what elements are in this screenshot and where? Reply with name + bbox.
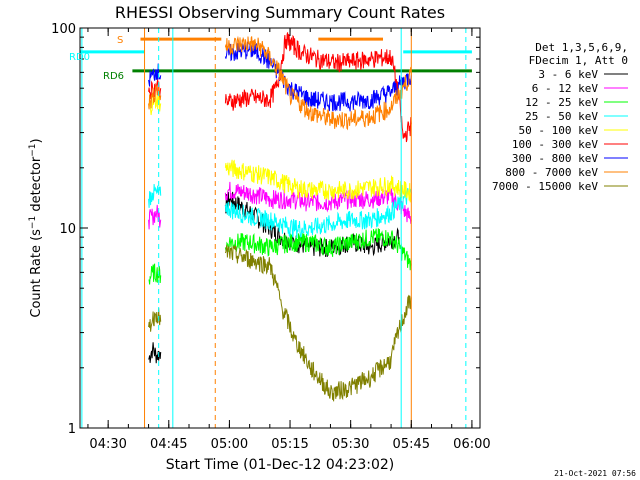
x-tick-label: 04:30 xyxy=(89,437,126,452)
x-tick-label: 04:45 xyxy=(150,437,187,452)
x-axis-label: Start Time (01-Dec-12 04:23:02) xyxy=(166,457,394,473)
series-line xyxy=(224,35,412,131)
legend-entry-label: 100 - 300 keV xyxy=(512,138,598,151)
axis-ticks xyxy=(80,27,480,429)
legend: Det 1,3,5,6,9, FDecim 1, Att 0 3 - 6 keV… xyxy=(492,41,628,193)
y-tick-labels: 1 10 100 xyxy=(51,22,76,437)
flag-labels: S RD0 RD6 xyxy=(69,35,124,82)
flag-label-rd0: RD0 xyxy=(69,52,90,63)
series-line xyxy=(224,228,412,271)
legend-entry-label: 7000 - 15000 keV xyxy=(492,180,598,193)
legend-swatches xyxy=(604,73,628,187)
legend-entry-label: 800 - 7000 keV xyxy=(505,166,598,179)
legend-entry-label: 300 - 800 keV xyxy=(512,152,598,165)
chart-title: RHESSI Observing Summary Count Rates xyxy=(115,3,445,22)
series-line xyxy=(148,342,162,364)
legend-header-line-2: FDecim 1, Att 0 xyxy=(529,54,628,67)
legend-entry-label: 12 - 25 keV xyxy=(525,96,598,109)
y-tick-label: 10 xyxy=(59,222,76,237)
series-line xyxy=(224,187,412,239)
x-tick-labels: 04:30 04:45 05:00 05:15 05:30 05:45 06:0… xyxy=(89,437,490,452)
legend-entry-label: 25 - 50 keV xyxy=(525,110,598,123)
series-line xyxy=(224,159,412,203)
y-tick-label: 1 xyxy=(68,422,76,437)
series-line xyxy=(224,32,412,143)
series-line xyxy=(224,181,412,224)
x-tick-label: 06:00 xyxy=(453,437,490,452)
flag-label-rd6: RD6 xyxy=(103,71,124,82)
legend-entry-label: 50 - 100 keV xyxy=(519,124,599,137)
y-axis-label: Count Rate (s−1 detector−1) xyxy=(28,138,44,317)
x-tick-label: 05:45 xyxy=(393,437,430,452)
x-tick-label: 05:00 xyxy=(211,437,248,452)
series-line xyxy=(148,79,162,100)
series-line xyxy=(148,263,162,285)
timestamp: 21-Oct-2021 07:56 xyxy=(554,469,636,478)
x-tick-label: 05:15 xyxy=(271,437,308,452)
flag-label-s: S xyxy=(117,35,123,46)
flag-lines xyxy=(79,37,472,73)
series-line xyxy=(224,244,412,402)
legend-entry-label: 3 - 6 keV xyxy=(538,68,598,81)
y-tick-label: 100 xyxy=(51,22,76,37)
legend-header-line-1: Det 1,3,5,6,9, xyxy=(535,41,628,54)
x-tick-label: 05:30 xyxy=(332,437,369,452)
legend-entry-label: 6 - 12 keV xyxy=(532,82,599,95)
